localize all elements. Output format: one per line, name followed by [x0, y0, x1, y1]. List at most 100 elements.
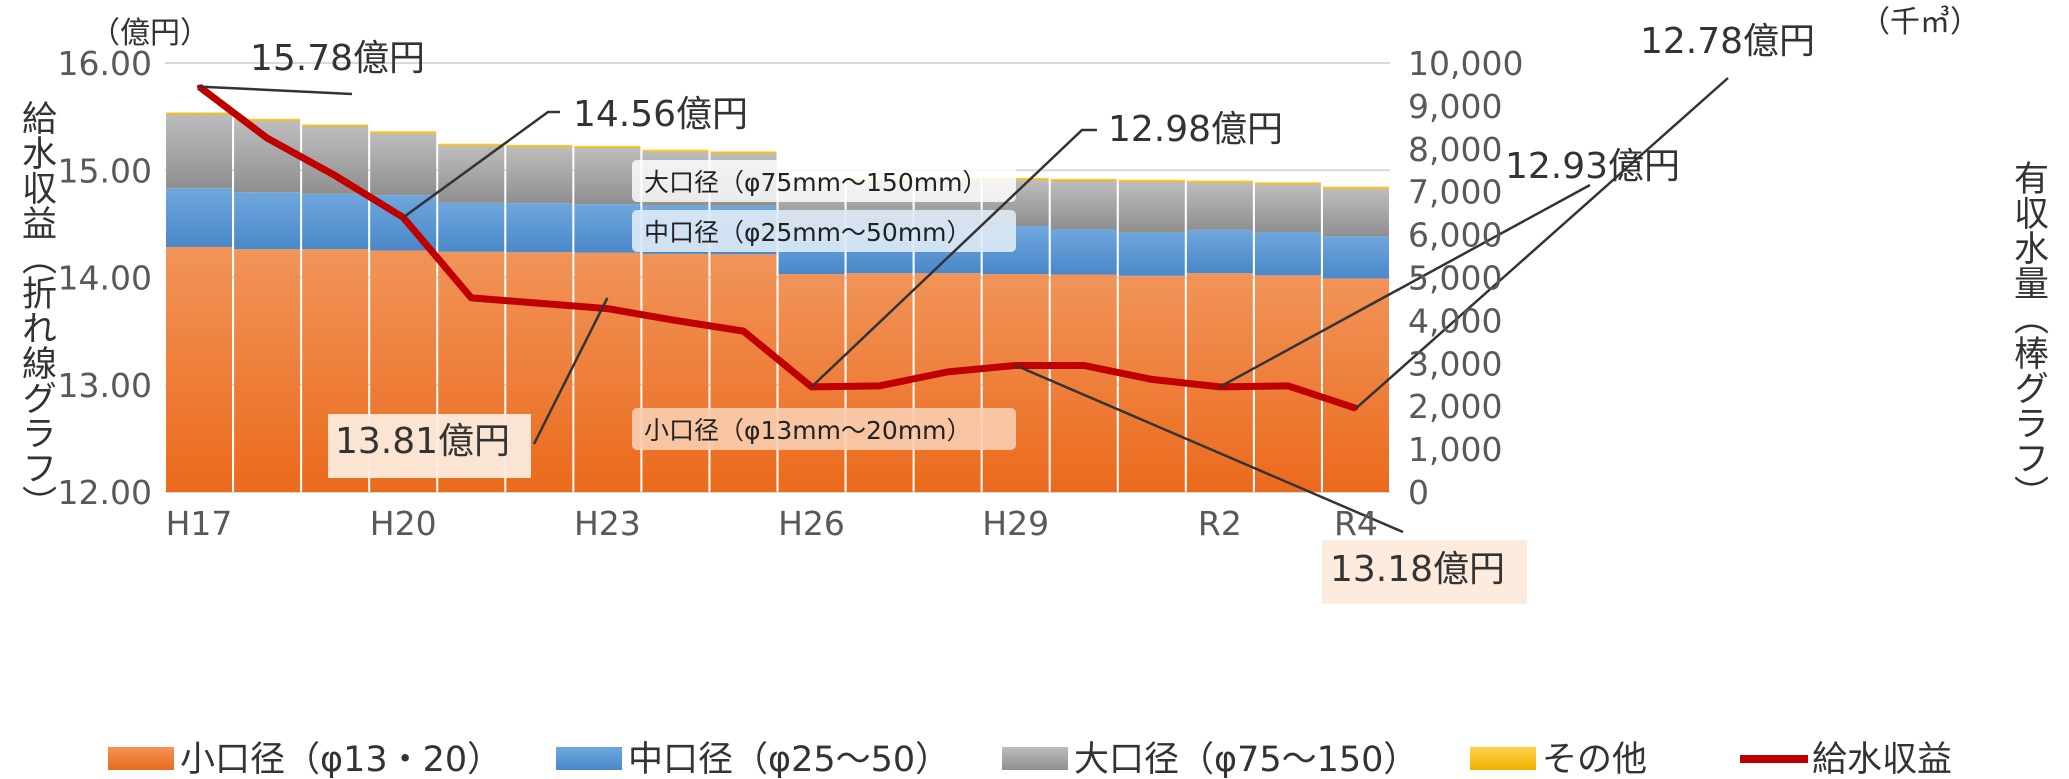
bar-segment: [166, 114, 233, 189]
left-tick-label: 15.00: [58, 151, 152, 190]
bar-segment: [302, 193, 369, 250]
bar-segment: [234, 118, 301, 121]
bar-segment: [1322, 278, 1389, 492]
bar-segment: [1050, 229, 1117, 275]
right-tick-label: 6,000: [1408, 216, 1502, 255]
legend-swatch: [1470, 747, 1536, 770]
bar-segment: [370, 133, 437, 196]
revenue-point: [1081, 363, 1086, 368]
annotation-label: 13.81億円: [335, 421, 510, 462]
revenue-point: [741, 329, 746, 334]
bar-segment: [710, 151, 777, 154]
band-label-box: [632, 160, 1016, 202]
bar-segment: [234, 249, 301, 492]
legend-swatch: [1002, 747, 1068, 770]
annotation-leader: [402, 110, 560, 219]
revenue-point: [333, 173, 338, 178]
left-tick-label: 16.00: [58, 44, 152, 83]
revenue-point: [877, 383, 882, 388]
bar-segment: [574, 204, 641, 253]
bar-segment: [506, 203, 573, 253]
revenue-point: [1149, 377, 1154, 382]
bar-segment: [982, 274, 1049, 492]
annotation-leader: [532, 297, 609, 445]
axes: 12.00 13.00 14.00 15.00 16.00 0 1,000 2,000 3,00…: [16, 5, 2049, 543]
bar-segment: [1050, 180, 1117, 230]
x-tick-label: H17: [166, 504, 233, 543]
right-tick-label: 5,000: [1408, 259, 1502, 298]
band-label-box: [632, 408, 1016, 450]
right-tick-label: 4,000: [1408, 301, 1502, 340]
left-axis-title: 給水収益（折れ線グラフ）: [16, 100, 57, 520]
band-label-box: [632, 210, 1016, 252]
annotation-leader: [810, 128, 1097, 388]
bar-segment: [642, 149, 709, 152]
bar-segment: [506, 144, 573, 148]
x-tick-label: H26: [778, 504, 845, 543]
annotation-box: [1322, 540, 1527, 604]
revenue-point: [537, 301, 542, 306]
bar-segment: [642, 253, 709, 492]
left-unit-label: （億円）: [90, 16, 210, 51]
legend-label: 大口径（φ75～150）: [1074, 740, 1418, 779]
x-tick-label: H20: [370, 504, 437, 543]
right-tick-label: 0: [1408, 473, 1429, 512]
annotation-label: 12.93億円: [1505, 146, 1680, 187]
bar-segment: [370, 131, 437, 134]
legend-label: 中口径（φ25～50）: [628, 740, 950, 779]
legend-swatch: [556, 747, 622, 770]
bar-segment: [506, 147, 573, 204]
revenue-point: [469, 295, 474, 300]
legend-label: その他: [1542, 740, 1647, 779]
bar-segment: [438, 145, 505, 203]
annotation-label: 12.98億円: [1108, 109, 1283, 150]
left-tick-label: 12.00: [58, 473, 152, 512]
legend-label: 給水収益: [1812, 740, 1952, 779]
annotation-label: 14.56億円: [573, 94, 748, 135]
bar-segment: [1118, 232, 1185, 276]
band-label: 大口径（φ75mm～150mm）: [644, 168, 987, 197]
revenue-point: [1285, 383, 1290, 388]
left-tick-label: 13.00: [58, 366, 152, 405]
revenue-point: [265, 136, 270, 141]
bar-segment: [234, 120, 301, 193]
annotation-label: 12.78億円: [1640, 21, 1815, 62]
annotations: 15.78億円 14.56億円 13.81億円 12.98億円 13.18億円 12.93…: [198, 21, 1815, 604]
revenue-point: [673, 318, 678, 323]
bar-segment: [1322, 188, 1389, 237]
right-tick-label: 2,000: [1408, 387, 1502, 426]
annotation-label: 15.78億円: [250, 38, 425, 79]
bar-segment: [302, 124, 369, 127]
annotation-label: 13.18億円: [1330, 549, 1505, 590]
bar-segment: [1254, 182, 1321, 185]
bar-segment: [710, 254, 777, 492]
right-axis-title: 有収水量（棒グラフ）: [2008, 160, 2049, 510]
x-tick-label: R2: [1198, 504, 1242, 543]
x-tick-label: H23: [574, 504, 641, 543]
bar-segment: [166, 247, 233, 492]
bar-segment: [1186, 229, 1253, 274]
bar-segment: [914, 273, 981, 492]
right-tick-label: 3,000: [1408, 344, 1502, 383]
x-tick-label: R4: [1334, 504, 1378, 543]
bar-segment: [438, 143, 505, 146]
bar-segment: [1050, 274, 1117, 492]
annotation-leader: [198, 85, 353, 96]
right-tick-label: 10,000: [1408, 44, 1523, 83]
bar-segment: [166, 112, 233, 115]
bar-segment: [1254, 184, 1321, 233]
band-label: 小口径（φ13mm～20mm）: [644, 416, 972, 445]
annotation-leader: [1219, 183, 1591, 388]
right-tick-label: 8,000: [1408, 130, 1502, 169]
bar-segment: [234, 192, 301, 250]
revenue-line-path: [196, 83, 1358, 412]
bar-segment: [1254, 232, 1321, 276]
band-labels: 大口径（φ75mm～150mm） 中口径（φ25mm～50mm） 小口径（φ13mm…: [632, 160, 1016, 450]
bar-segment: [166, 188, 233, 248]
annotation-box: [328, 414, 531, 478]
bar-segment: [574, 145, 641, 148]
band-label: 中口径（φ25mm～50mm）: [644, 218, 972, 247]
bar-segment: [1322, 186, 1389, 189]
legend-swatch: [108, 747, 174, 770]
